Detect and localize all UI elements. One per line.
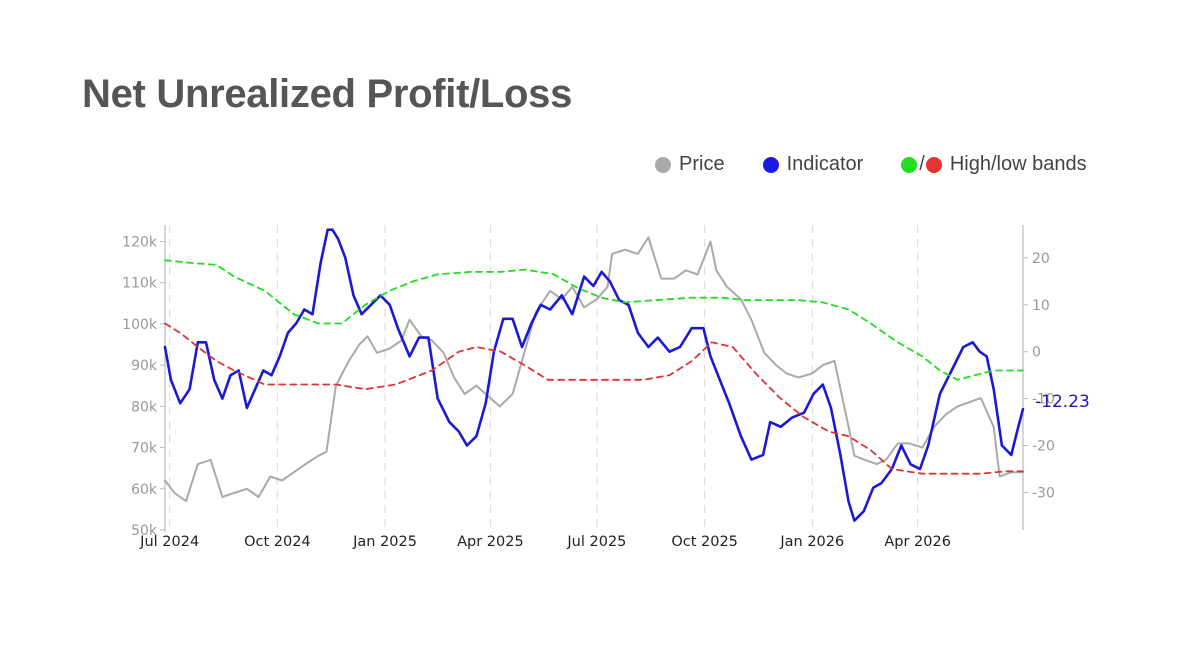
- y-left-tick-label: 100k: [122, 317, 158, 333]
- legend-separator: /: [919, 153, 925, 175]
- price-line: [164, 236, 1024, 503]
- x-tick-label: Jan 2025: [352, 534, 417, 550]
- indicator-line: [163, 228, 1025, 522]
- chart-title: Net Unrealized Profit/Loss: [82, 72, 573, 116]
- x-tick-label: Apr 2026: [884, 534, 951, 550]
- y-left-tick-label: 120k: [122, 234, 158, 250]
- y-left-tick-label: 50k: [131, 523, 158, 539]
- gray-dot-icon: [655, 156, 671, 173]
- x-tick-label: Oct 2024: [244, 534, 311, 550]
- x-tick-label: Jan 2026: [779, 534, 844, 550]
- legend: Price Indicator / High/low bands: [655, 153, 1087, 176]
- low-band-line: [164, 322, 1024, 475]
- legend-item-bands[interactable]: / High/low bands: [901, 153, 1087, 176]
- indicator-last-value: -12.23: [1035, 392, 1090, 412]
- y-left-tick-label: 70k: [131, 441, 158, 457]
- high-band-line: [164, 259, 1024, 381]
- y-right-tick-label: 0: [1032, 345, 1041, 361]
- x-tick-label: Apr 2025: [457, 534, 524, 550]
- legend-item-price[interactable]: Price: [655, 153, 725, 176]
- y-right-tick-label: 10: [1032, 298, 1050, 314]
- x-tick-label: Oct 2025: [671, 534, 738, 550]
- y-right-tick-label: 20: [1032, 251, 1050, 267]
- legend-label-indicator: Indicator: [786, 153, 864, 175]
- y-left-tick-label: 110k: [122, 276, 158, 292]
- y-right-tick-label: -10: [1032, 392, 1055, 408]
- green-dot-icon: [901, 156, 918, 173]
- y-right-tick-label: -30: [1032, 485, 1055, 501]
- y-left-tick-label: 90k: [131, 358, 158, 374]
- legend-label-bands: High/low bands: [949, 153, 1087, 175]
- legend-item-indicator[interactable]: Indicator: [762, 153, 864, 176]
- x-tick-label: Jul 2024: [139, 534, 199, 550]
- blue-dot-icon: [762, 156, 779, 173]
- y-left-tick-label: 60k: [131, 482, 158, 498]
- red-dot-icon: [925, 156, 942, 173]
- legend-label-price: Price: [679, 153, 725, 175]
- y-left-tick-label: 80k: [131, 399, 158, 415]
- x-tick-label: Jul 2025: [566, 534, 626, 550]
- y-right-tick-label: -20: [1032, 439, 1055, 455]
